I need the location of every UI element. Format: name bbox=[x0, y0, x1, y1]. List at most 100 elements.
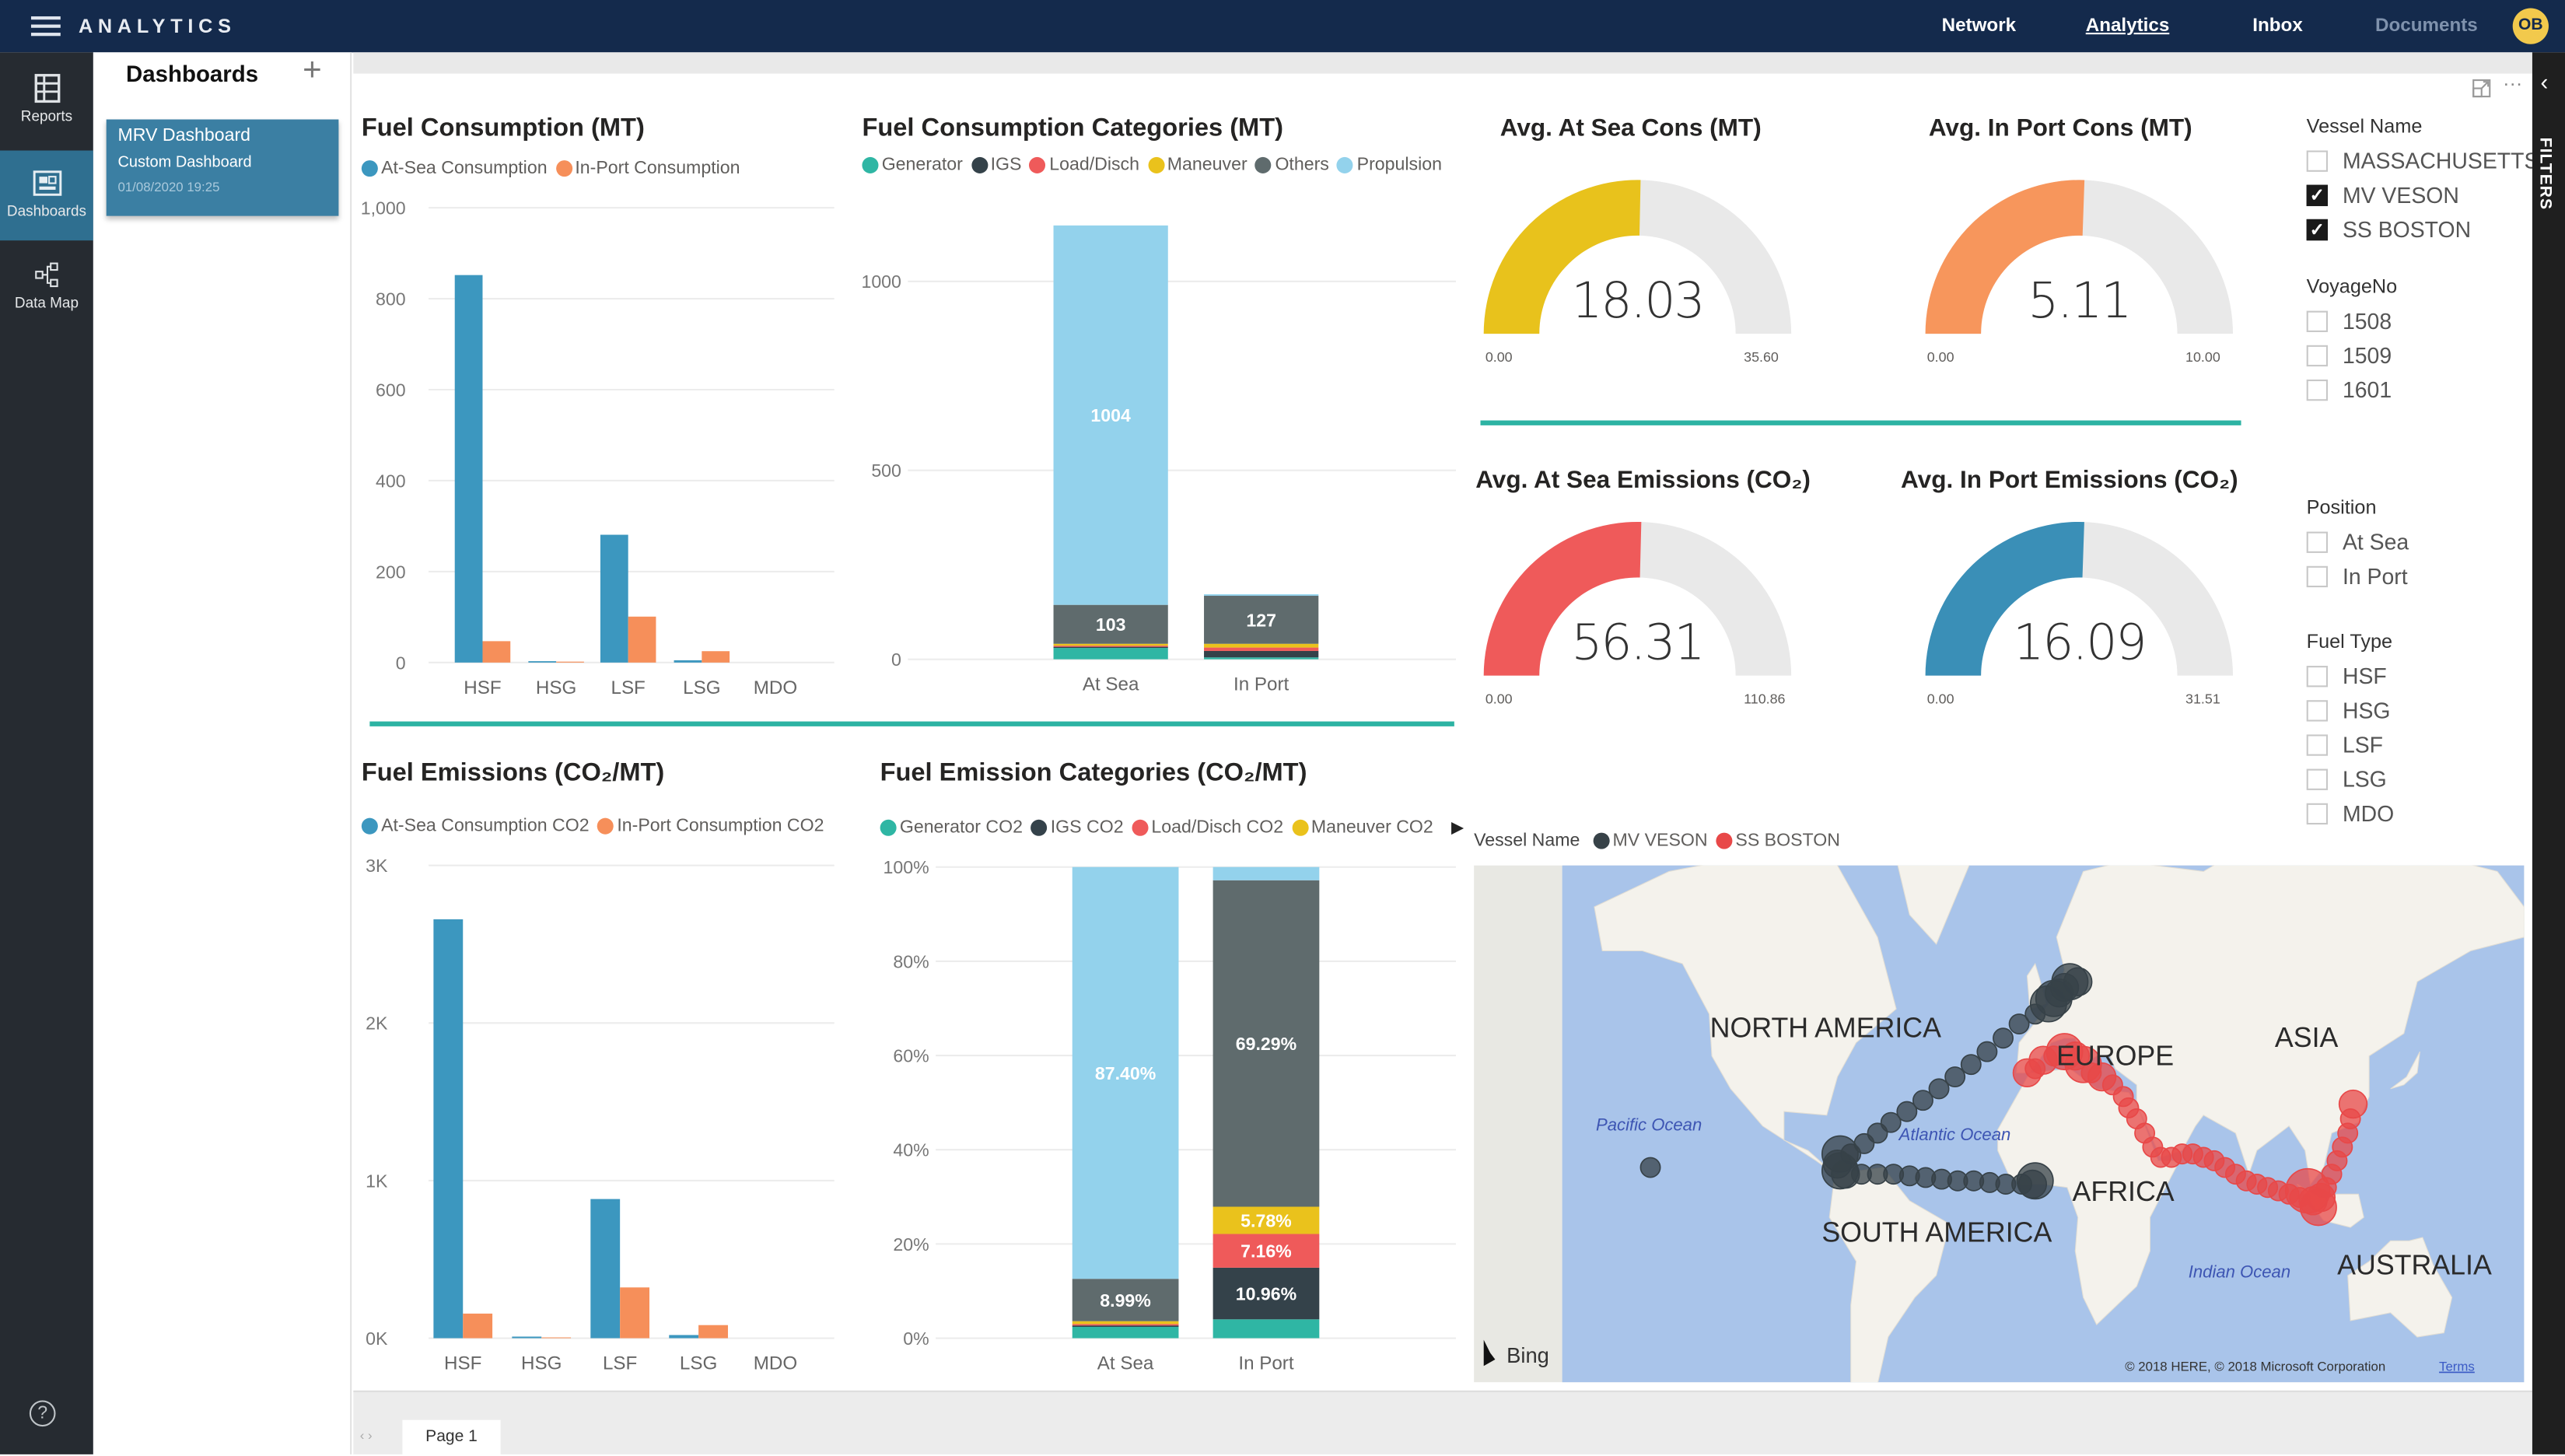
slicer-option-1509[interactable]: 1509 bbox=[2306, 338, 2398, 373]
bar-others-co2-at-sea[interactable] bbox=[1072, 1279, 1179, 1321]
checkbox-checked[interactable]: ✓ bbox=[2306, 184, 2329, 207]
route-point-mv-veson[interactable] bbox=[1944, 1066, 1966, 1088]
legend-scroll-right-arrow[interactable]: ▶ bbox=[1450, 818, 1464, 837]
legend-item[interactable]: IGS CO2 bbox=[1031, 818, 1124, 838]
bar-maneuver-co2-in-port[interactable] bbox=[1213, 1206, 1320, 1234]
checkbox-unchecked[interactable] bbox=[2306, 310, 2329, 332]
dashboard-card-mrv[interactable]: MRV Dashboard Custom Dashboard 01/08/202… bbox=[106, 119, 339, 216]
legend-item[interactable]: Load/Disch bbox=[1030, 156, 1139, 175]
bar-at-sea-consumption-lsf[interactable] bbox=[600, 534, 628, 663]
bar-in-port-consumption-lsg[interactable] bbox=[702, 651, 730, 663]
slicer-option-mv-veson[interactable]: ✓ MV VESON bbox=[2306, 178, 2539, 212]
tab-page-1[interactable]: Page 1 bbox=[402, 1419, 501, 1456]
bar-in-port-consumption-co2-lsf[interactable] bbox=[620, 1287, 650, 1339]
legend-item[interactable]: At-Sea Consumption CO2 bbox=[361, 817, 590, 836]
bar-maneuver-at-sea[interactable] bbox=[1053, 643, 1168, 646]
checkbox-unchecked[interactable] bbox=[2306, 700, 2329, 722]
checkbox-checked[interactable]: ✓ bbox=[2306, 219, 2329, 241]
gauge-avg-at-sea-emissions-co[interactable] bbox=[1474, 506, 1801, 685]
nav-documents[interactable]: Documents bbox=[2375, 16, 2478, 37]
route-point-mv-veson[interactable] bbox=[1993, 1027, 2014, 1049]
checkbox-unchecked[interactable] bbox=[2306, 565, 2329, 588]
bar-igs-co2-in-port[interactable] bbox=[1213, 1267, 1320, 1320]
checkbox-unchecked[interactable] bbox=[2306, 345, 2329, 367]
bar-at-sea-consumption-lsg[interactable] bbox=[674, 660, 702, 663]
slicer-option-hsg[interactable]: HSG bbox=[2306, 694, 2395, 728]
checkbox-unchecked[interactable] bbox=[2306, 531, 2329, 553]
bar-propulsion-in-port[interactable] bbox=[1204, 594, 1319, 597]
bar-in-port-consumption-co2-hsg[interactable] bbox=[541, 1337, 572, 1339]
legend-item[interactable]: Others bbox=[1255, 156, 1329, 175]
gauge-avg-at-sea-cons-mt[interactable] bbox=[1474, 163, 1801, 343]
nav-analytics[interactable]: Analytics bbox=[2085, 16, 2170, 37]
checkbox-unchecked[interactable] bbox=[2306, 803, 2329, 825]
bar-in-port-consumption-co2-hsf[interactable] bbox=[463, 1313, 493, 1339]
legend-item[interactable]: Maneuver CO2 bbox=[1291, 818, 1433, 838]
bar-generator-co2-in-port[interactable] bbox=[1213, 1319, 1320, 1339]
rail-item-reports[interactable]: Reports bbox=[0, 58, 93, 148]
slicer-option-in-port[interactable]: In Port bbox=[2306, 559, 2409, 593]
legend-item[interactable]: In-Port Consumption bbox=[555, 159, 740, 178]
legend-item[interactable]: Propulsion bbox=[1337, 156, 1442, 175]
slicer-option-lsf[interactable]: LSF bbox=[2306, 728, 2395, 762]
bar-at-sea-consumption-hsg[interactable] bbox=[528, 661, 557, 663]
bar-at-sea-consumption-co2-hsg[interactable] bbox=[512, 1336, 542, 1339]
bar-in-port-consumption-lsf[interactable] bbox=[628, 616, 656, 663]
bar-igs-in-port[interactable] bbox=[1204, 650, 1319, 658]
gauge-avg-in-port-cons-mt[interactable] bbox=[1916, 163, 2243, 343]
bar-propulsion-co2-in-port[interactable] bbox=[1213, 866, 1320, 880]
checkbox-unchecked[interactable] bbox=[2306, 734, 2329, 756]
bar-propulsion-at-sea[interactable] bbox=[1053, 225, 1168, 605]
legend-item[interactable]: Maneuver bbox=[1147, 156, 1248, 175]
bar-maneuver-in-port[interactable] bbox=[1204, 643, 1319, 648]
route-point-mv-veson[interactable] bbox=[1960, 1054, 1982, 1076]
route-point-mv-veson[interactable] bbox=[1639, 1157, 1661, 1178]
bar-in-port-consumption-hsf[interactable] bbox=[482, 641, 511, 663]
page-nav-arrows[interactable]: ‹ › bbox=[359, 1428, 373, 1444]
legend-item[interactable]: MV VESON bbox=[1593, 831, 1708, 851]
map-terms-link[interactable]: Terms bbox=[2439, 1360, 2475, 1374]
gauge-avg-in-port-emissions-co[interactable] bbox=[1916, 506, 2243, 685]
more-options-button[interactable]: ··· bbox=[2503, 72, 2523, 95]
route-point-mv-veson[interactable] bbox=[2024, 1003, 2046, 1025]
legend-item[interactable]: Generator CO2 bbox=[880, 818, 1023, 838]
bar-at-sea-consumption-hsf[interactable] bbox=[454, 275, 483, 663]
nav-inbox[interactable]: Inbox bbox=[2252, 16, 2303, 37]
bar-igs-at-sea[interactable] bbox=[1053, 646, 1168, 649]
bar-in-port-consumption-hsg[interactable] bbox=[556, 661, 584, 663]
legend-item[interactable]: SS BOSTON bbox=[1716, 831, 1840, 851]
rail-item-dashboards[interactable]: Dashboards bbox=[0, 150, 93, 241]
route-point-mv-veson[interactable] bbox=[1928, 1078, 1950, 1100]
slicer-option-at-sea[interactable]: At Sea bbox=[2306, 525, 2409, 559]
slicer-option-massachusetts[interactable]: MASSACHUSETTS bbox=[2306, 144, 2539, 178]
checkbox-unchecked[interactable] bbox=[2306, 150, 2329, 172]
bar-others-co2-in-port[interactable] bbox=[1213, 880, 1320, 1207]
checkbox-unchecked[interactable] bbox=[2306, 666, 2329, 688]
bar-in-port-consumption-co2-lsg[interactable] bbox=[698, 1325, 728, 1339]
legend-item[interactable]: IGS bbox=[971, 156, 1021, 175]
bar-generator-in-port[interactable] bbox=[1204, 657, 1319, 660]
slicer-option-hsf[interactable]: HSF bbox=[2306, 660, 2395, 694]
legend-item[interactable]: At-Sea Consumption bbox=[361, 159, 548, 178]
checkbox-unchecked[interactable] bbox=[2306, 379, 2329, 401]
rail-item-data-map[interactable]: Data Map bbox=[0, 243, 93, 334]
add-dashboard-button[interactable]: + bbox=[303, 52, 322, 89]
bar-at-sea-consumption-co2-hsf[interactable] bbox=[433, 919, 464, 1339]
slicer-option-1508[interactable]: 1508 bbox=[2306, 304, 2398, 338]
slicer-option-1601[interactable]: 1601 bbox=[2306, 373, 2398, 408]
route-point-mv-veson[interactable] bbox=[1896, 1101, 1918, 1122]
focus-mode-icon[interactable] bbox=[2472, 79, 2491, 98]
route-point-mv-veson[interactable] bbox=[2016, 1162, 2054, 1200]
nav-network[interactable]: Network bbox=[1941, 16, 2017, 37]
bar-generator-at-sea[interactable] bbox=[1053, 648, 1168, 660]
legend-item[interactable]: Load/Disch CO2 bbox=[1132, 818, 1283, 838]
expand-filters-chevron-icon[interactable]: ‹ bbox=[2540, 68, 2549, 95]
route-point-ss-boston[interactable] bbox=[2338, 1089, 2368, 1119]
bar-at-sea-consumption-co2-lsg[interactable] bbox=[669, 1335, 699, 1339]
help-icon[interactable]: ? bbox=[29, 1400, 56, 1427]
route-point-mv-veson[interactable] bbox=[1912, 1090, 1933, 1111]
legend-item[interactable]: Generator bbox=[862, 156, 963, 175]
slicer-option-lsg[interactable]: LSG bbox=[2306, 762, 2395, 796]
checkbox-unchecked[interactable] bbox=[2306, 768, 2329, 790]
bar-generator-co2-at-sea[interactable] bbox=[1072, 1326, 1179, 1339]
